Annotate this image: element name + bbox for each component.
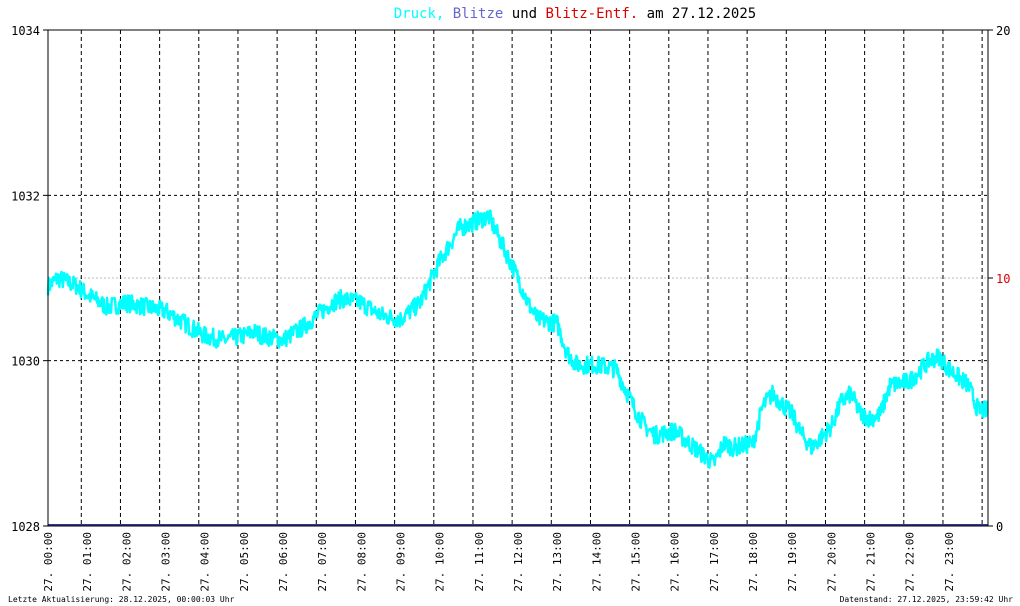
y-left-tick-label: 1034 [11,24,40,38]
x-tick-label: 27. 20:00 [825,532,838,592]
x-tick-label: 27. 07:00 [316,532,329,592]
x-tick-label: 27. 03:00 [160,532,173,592]
x-tick-label: 27. 19:00 [786,532,799,592]
x-tick-label: 27. 16:00 [669,532,682,592]
y-right-tick-label: 10 [996,272,1010,286]
y-right-tick-label: 0 [996,520,1003,534]
title-part-0: Druck, [394,6,445,22]
x-tick-label: 27. 21:00 [865,532,878,592]
plot-frame [47,29,989,527]
footer-left: Letzte Aktualisierung: 28.12.2025, 00:00… [8,595,235,604]
footer-right: Datenstand: 27.12.2025, 23:59:42 Uhr [840,595,1014,604]
x-tick-label: 27. 00:00 [42,532,55,592]
axis-layer: 1028 1030 1032 1034 0 10 20 27. 00:00 27. 01:00 2… [11,24,1010,592]
y-right-tick-label: 20 [996,24,1010,38]
x-tick-label: 27. 01:00 [81,532,94,592]
x-tick-label: 27. 08:00 [355,532,368,592]
title-part-1: Blitze [444,6,503,22]
x-tick-label: 27. 10:00 [434,532,447,592]
x-tick-label: 27. 06:00 [277,532,290,592]
x-tick-label: 27. 05:00 [238,532,251,592]
chart-title: Druck, Blitze und Blitz-Entf. am 27.12.2… [394,6,756,22]
x-tick-label: 27. 22:00 [904,532,917,592]
title-part-4: am 27.12.2025 [638,6,756,22]
x-tick-label: 27. 13:00 [551,532,564,592]
x-tick-label: 27. 09:00 [395,532,408,592]
y-left-tick-label: 1032 [11,189,40,203]
x-tick-label: 27. 17:00 [708,532,721,592]
y-left-tick-label: 1030 [11,355,40,369]
series-druck-line [46,209,989,469]
series-layer [46,209,989,526]
x-tick-label: 27. 12:00 [512,532,525,592]
x-tick-label: 27. 11:00 [473,532,486,592]
title-part-3: Blitz-Entf. [537,6,638,22]
x-tick-label: 27. 14:00 [590,532,603,592]
x-tick-label: 27. 23:00 [943,532,956,592]
x-tick-label: 27. 02:00 [120,532,133,592]
x-tick-label: 27. 15:00 [630,532,643,592]
x-tick-label: 27. 04:00 [199,532,212,592]
x-tick-label: 27. 18:00 [747,532,760,592]
y-left-tick-label: 1028 [11,520,40,534]
title-part-2: und [503,6,537,22]
